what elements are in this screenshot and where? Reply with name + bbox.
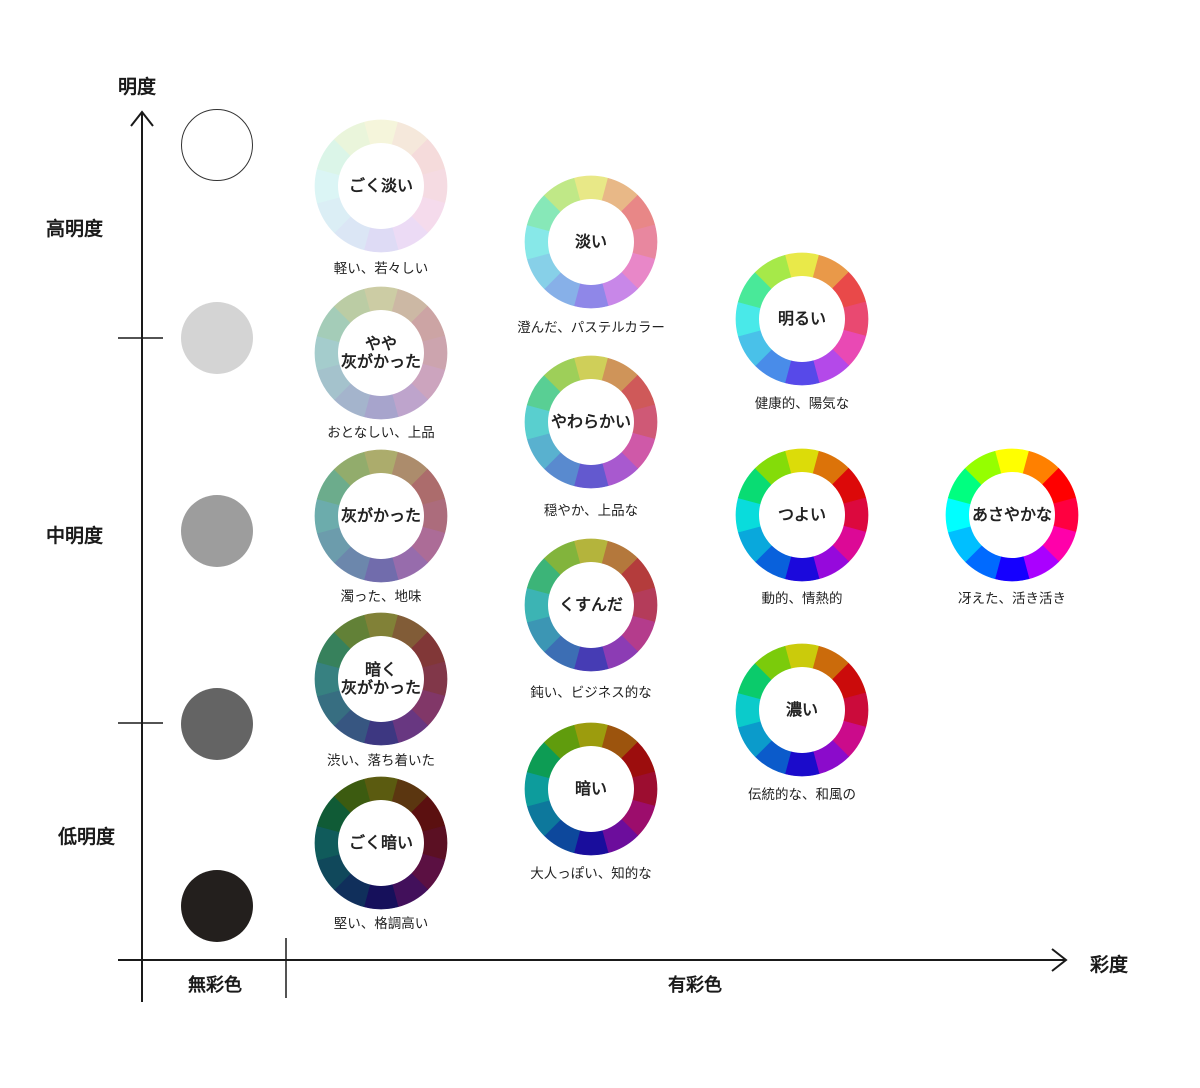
wheel-center <box>969 472 1055 558</box>
tone-desc: 堅い、格調高い <box>333 916 429 932</box>
wheel-center <box>548 562 634 648</box>
tone-desc: 渋い、落ち着いた <box>327 753 435 769</box>
hue-ring <box>524 538 658 672</box>
hue-ring <box>314 612 448 746</box>
tone-desc: 鈍い、ビジネス的な <box>530 685 652 701</box>
wheel-center <box>548 379 634 465</box>
tone-wheel-vivid: あさやかな <box>945 448 1079 582</box>
x-group-chromatic: 有彩色 <box>668 975 722 996</box>
tone-wheel-dark-grayish: 暗く 灰がかった <box>314 612 448 746</box>
tone-wheel-dull: くすんだ <box>524 538 658 672</box>
tone-desc: おとなしい、上品 <box>327 425 435 441</box>
wheel-center <box>338 143 424 229</box>
y-axis-title: 明度 <box>118 76 157 98</box>
tone-wheel-light-grayish: やや 灰がかった <box>314 286 448 420</box>
tone-wheel-very-dark: ごく暗い <box>314 776 448 910</box>
hue-ring <box>945 448 1079 582</box>
hue-ring <box>314 119 448 253</box>
achromatic-swatch-dark-gray <box>181 688 253 760</box>
hue-ring <box>314 776 448 910</box>
x-axis-arrowhead <box>1051 948 1068 972</box>
wheel-center <box>548 199 634 285</box>
tone-desc: 健康的、陽気な <box>754 396 850 412</box>
wheel-center <box>338 800 424 886</box>
wheel-center <box>759 276 845 362</box>
wheel-center <box>759 472 845 558</box>
tone-desc: 動的、情熱的 <box>761 591 843 607</box>
wheel-center <box>548 746 634 832</box>
achromatic-swatch-light-gray <box>181 302 253 374</box>
wheel-center <box>759 667 845 753</box>
tone-desc: 冴えた、活き活き <box>958 591 1066 607</box>
y-axis-arrowhead <box>130 110 154 127</box>
hue-ring <box>314 286 448 420</box>
tone-wheel-grayish: 灰がかった <box>314 449 448 583</box>
achromatic-swatch-mid-gray <box>181 495 253 567</box>
tone-desc: 穏やか、上品な <box>543 503 639 519</box>
tone-wheel-bright: 明るい <box>735 252 869 386</box>
hue-ring <box>735 643 869 777</box>
tone-wheel-very-pale: ごく淡い <box>314 119 448 253</box>
hue-ring <box>524 355 658 489</box>
tone-wheel-dark: 暗い <box>524 722 658 856</box>
y-level-low: 低明度 <box>58 826 116 848</box>
tone-desc: 軽い、若々しい <box>333 261 429 277</box>
y-level-mid: 中明度 <box>46 525 104 547</box>
tone-desc: 澄んだ、パステルカラー <box>517 320 665 336</box>
wheel-center <box>338 636 424 722</box>
tone-desc: 大人っぽい、知的な <box>530 866 652 882</box>
achromatic-swatch-black <box>181 870 253 942</box>
x-group-achromatic: 無彩色 <box>188 975 242 996</box>
tone-wheel-pale: 淡い <box>524 175 658 309</box>
hue-ring <box>524 175 658 309</box>
tone-desc: 濁った、地味 <box>340 589 422 605</box>
wheel-center <box>338 473 424 559</box>
tone-desc: 伝統的な、和風の <box>748 787 856 803</box>
hue-ring <box>735 448 869 582</box>
wheel-center <box>338 310 424 396</box>
hue-ring <box>524 722 658 856</box>
achromatic-swatch-white <box>181 109 253 181</box>
tone-wheel-strong: つよい <box>735 448 869 582</box>
tone-wheel-deep: 濃い <box>735 643 869 777</box>
hue-ring <box>314 449 448 583</box>
x-axis-title: 彩度 <box>1090 954 1129 976</box>
y-level-high: 高明度 <box>46 218 104 240</box>
tone-wheel-soft: やわらかい <box>524 355 658 489</box>
hue-ring <box>735 252 869 386</box>
